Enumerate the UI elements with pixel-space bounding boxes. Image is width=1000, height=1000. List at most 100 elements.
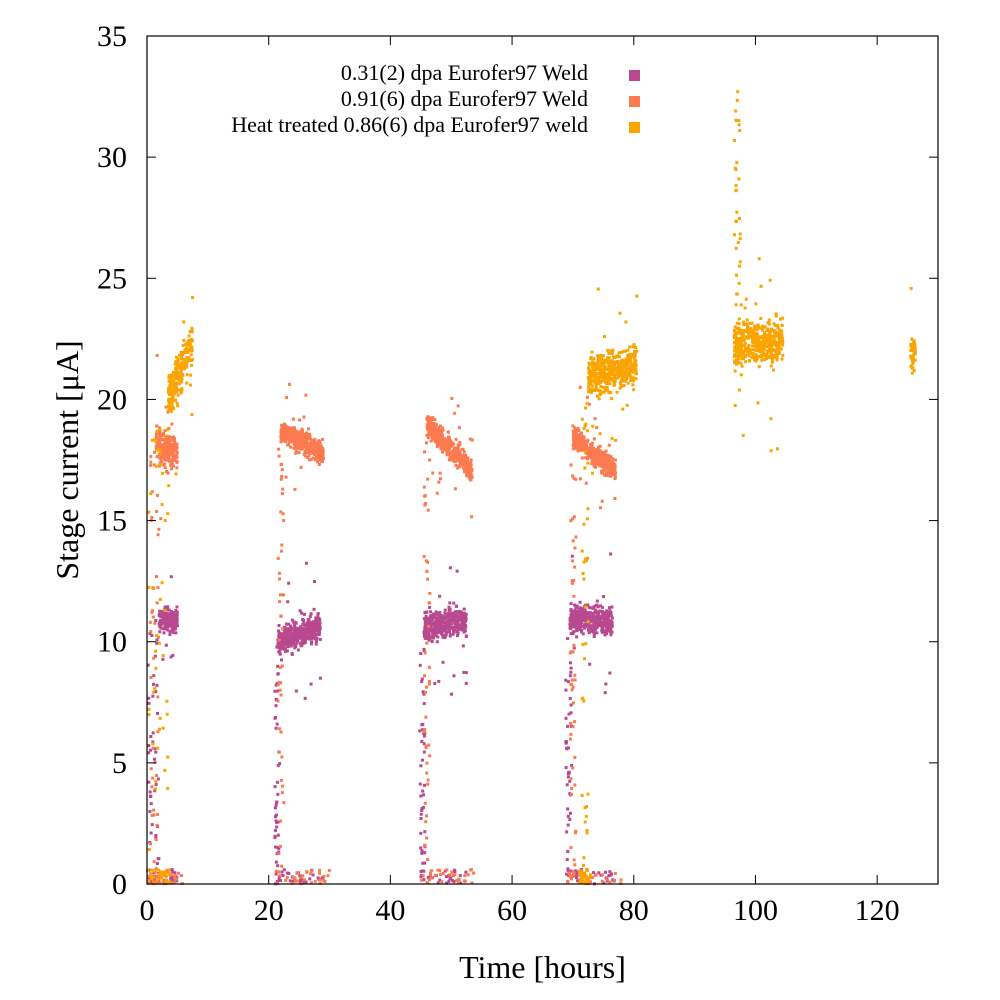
data-point — [626, 370, 630, 374]
data-point — [747, 354, 751, 358]
data-point — [571, 517, 575, 521]
data-point — [161, 878, 165, 882]
data-point — [610, 366, 614, 370]
data-point — [176, 393, 180, 397]
data-point — [588, 876, 592, 880]
data-point — [631, 345, 635, 349]
data-point — [580, 697, 584, 701]
data-point — [570, 792, 574, 796]
data-point — [171, 653, 175, 657]
data-point — [582, 699, 586, 703]
data-point — [744, 353, 748, 357]
data-point — [592, 446, 596, 450]
data-point — [296, 635, 300, 639]
data-point — [632, 356, 636, 360]
data-point — [623, 349, 627, 353]
data-point — [742, 356, 746, 360]
data-point — [283, 642, 287, 646]
data-point — [456, 466, 460, 470]
data-point — [910, 355, 914, 359]
data-point — [161, 618, 165, 622]
data-point — [469, 477, 473, 481]
data-point — [302, 634, 306, 638]
data-point — [750, 356, 754, 360]
data-point — [288, 879, 292, 883]
data-point — [429, 614, 433, 618]
data-point — [421, 874, 425, 878]
data-point — [276, 689, 280, 693]
data-point — [422, 647, 426, 651]
data-point — [452, 450, 456, 454]
data-point — [596, 364, 600, 368]
data-point — [461, 447, 465, 451]
data-point — [297, 636, 301, 640]
data-point — [463, 616, 467, 620]
data-point — [320, 458, 324, 462]
data-point — [613, 471, 617, 475]
data-point — [279, 477, 283, 481]
data-point — [423, 636, 427, 640]
data-point — [165, 444, 169, 448]
data-point — [770, 348, 774, 352]
data-point — [158, 456, 162, 460]
data-point — [158, 451, 162, 455]
data-point — [165, 612, 169, 616]
data-point — [316, 876, 320, 880]
data-point — [428, 417, 432, 421]
data-point — [286, 600, 290, 604]
data-point — [318, 637, 322, 641]
data-point — [769, 417, 773, 421]
data-point — [421, 861, 425, 865]
data-point — [573, 783, 577, 787]
data-point — [763, 344, 767, 348]
data-point — [598, 457, 602, 461]
data-point — [609, 614, 613, 618]
data-point — [170, 401, 174, 405]
data-point — [273, 689, 277, 693]
data-point — [163, 870, 167, 874]
data-point — [594, 377, 598, 381]
data-point — [149, 455, 153, 459]
data-point — [624, 357, 628, 361]
data-point — [631, 354, 635, 358]
data-point — [422, 783, 426, 787]
data-point — [286, 645, 290, 649]
data-point — [174, 622, 178, 626]
data-point — [592, 357, 596, 361]
data-point — [774, 332, 778, 336]
data-point — [752, 333, 756, 337]
data-point — [588, 880, 592, 884]
data-point — [154, 435, 158, 439]
data-point — [276, 833, 280, 837]
data-point — [733, 354, 737, 358]
data-point — [597, 623, 601, 627]
data-point — [163, 605, 167, 609]
data-point — [573, 617, 577, 621]
data-point — [435, 640, 439, 644]
data-point — [188, 359, 192, 363]
data-point — [622, 361, 626, 365]
data-point — [156, 746, 160, 750]
data-point — [155, 510, 159, 514]
data-point — [147, 744, 151, 748]
data-point — [593, 417, 597, 421]
data-point — [420, 807, 424, 811]
data-point — [151, 742, 155, 746]
data-point — [168, 452, 172, 456]
data-point — [461, 628, 465, 632]
data-point — [309, 869, 313, 873]
data-point — [741, 329, 745, 333]
data-point — [584, 422, 588, 426]
data-point — [190, 345, 194, 349]
data-point — [314, 445, 318, 449]
data-point — [455, 629, 459, 633]
data-point — [461, 644, 465, 648]
data-point — [608, 375, 612, 379]
data-point — [737, 357, 741, 361]
data-point — [450, 879, 454, 883]
data-point — [631, 352, 635, 356]
data-point — [774, 348, 778, 352]
data-point — [586, 446, 590, 450]
data-point — [567, 871, 571, 875]
data-point — [616, 370, 620, 374]
